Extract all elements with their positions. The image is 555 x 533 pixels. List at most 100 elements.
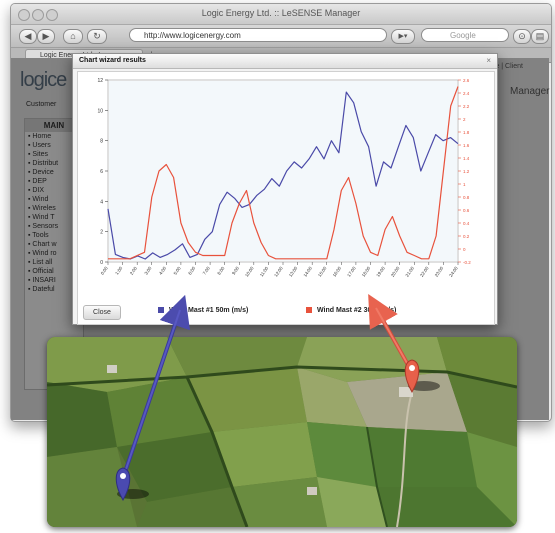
x-tick-label: 2:00 bbox=[129, 265, 138, 275]
sidebar-item[interactable]: ▪ Distribut bbox=[28, 160, 59, 167]
minimize-window-icon[interactable] bbox=[32, 9, 44, 21]
map-fields bbox=[47, 337, 517, 527]
dialog-title-text: Chart wizard results bbox=[79, 57, 146, 64]
y-tick-label: 10 bbox=[97, 108, 103, 114]
line-chart: 0 2 4 6 8 10 12 -0.2 0 0.2 0.4 0.6 0.8 1 1.2 1.4 1.6 1.8 2… bbox=[97, 78, 471, 278]
sidebar-item[interactable]: ▪ Tools bbox=[28, 232, 49, 239]
sidebar-item[interactable]: ▪ INSARI bbox=[28, 277, 56, 284]
menu-icon[interactable]: ▤ bbox=[531, 29, 549, 44]
legend-item-mast-1: Wind Mast #1 50m (m/s) bbox=[158, 307, 248, 314]
close-button[interactable]: Close bbox=[83, 305, 121, 320]
chart-wizard-dialog: Chart wizard results × 0 2 4 6 8 10 12 -0.2 0 0.2… bbox=[72, 53, 498, 325]
top-links[interactable]: ide | Client bbox=[490, 63, 523, 70]
y2-tick-label: 0 bbox=[463, 247, 466, 252]
manager-heading: Manager bbox=[510, 86, 550, 97]
y-tick-label: 0 bbox=[100, 260, 103, 266]
home-button[interactable]: ⌂ bbox=[63, 29, 83, 44]
window-title: Logic Energy Ltd. :: LeSENSE Manager bbox=[201, 8, 361, 18]
y2-tick-label: 1.6 bbox=[463, 143, 470, 148]
x-tick-label: 17:00 bbox=[346, 265, 357, 277]
reload-button[interactable]: ↻ bbox=[87, 29, 107, 44]
y2-tick-label: -0.2 bbox=[463, 260, 471, 265]
series-line-2 bbox=[108, 86, 459, 260]
address-bar[interactable]: http://www.logicenergy.com bbox=[129, 28, 387, 42]
y2-tick-label: 0.6 bbox=[463, 208, 470, 213]
zoom-window-icon[interactable] bbox=[46, 9, 58, 21]
rss-icon[interactable]: ▶▾ bbox=[391, 29, 415, 44]
y2-tick-label: 2.2 bbox=[463, 104, 470, 109]
sidebar-item[interactable]: ▪ Wireles bbox=[28, 205, 56, 212]
y2-tick-label: 0.4 bbox=[463, 221, 470, 226]
legend-label: Wind Mast #2 30m (m/s) bbox=[317, 307, 397, 314]
sidebar-title: MAIN bbox=[25, 119, 83, 132]
x-tick-label: 18:00 bbox=[361, 265, 372, 277]
y2-tick-label: 2.6 bbox=[463, 78, 470, 83]
x-tick-label: 13:00 bbox=[288, 265, 299, 277]
sidebar-item[interactable]: ▪ Chart w bbox=[28, 241, 57, 248]
x-tick-label: 8:00 bbox=[216, 265, 225, 275]
sidebar-item[interactable]: ▪ Dateful bbox=[28, 286, 55, 293]
x-tick-label: 23:00 bbox=[434, 265, 445, 277]
sidebar-item[interactable]: ▪ Official bbox=[28, 268, 54, 275]
x-tick-label: 5:00 bbox=[173, 265, 182, 275]
legend-swatch bbox=[158, 307, 164, 314]
close-window-icon[interactable] bbox=[18, 9, 30, 21]
aerial-map bbox=[47, 337, 517, 527]
sidebar-item[interactable]: ▪ DIX bbox=[28, 187, 45, 194]
sidebar-item[interactable]: ▪ Wind T bbox=[28, 214, 55, 221]
search-input[interactable]: Google bbox=[421, 28, 509, 42]
x-tick-label: 15:00 bbox=[317, 265, 328, 277]
x-tick-label: 19:00 bbox=[375, 265, 386, 277]
bookmark-icon[interactable]: ⊙ bbox=[513, 29, 531, 44]
y2-tick-label: 1.4 bbox=[463, 156, 470, 161]
y-tick-label: 12 bbox=[97, 78, 103, 84]
sidebar-item[interactable]: ▪ List all bbox=[28, 259, 53, 266]
y2-tick-label: 0.8 bbox=[463, 195, 470, 200]
x-tick-label: 9:00 bbox=[231, 265, 240, 275]
chart-area: 0 2 4 6 8 10 12 -0.2 0 0.2 0.4 0.6 0.8 1 1.2 1.4 1.6 1.8 2… bbox=[77, 71, 495, 325]
sidebar-item[interactable]: ▪ DEP bbox=[28, 178, 47, 185]
browser-toolbar: ◀ ▶ ⌂ ↻ http://www.logicenergy.com ▶▾ Go… bbox=[11, 25, 551, 48]
y-tick-label: 2 bbox=[100, 230, 103, 236]
sidebar-item[interactable]: ▪ Wind bbox=[28, 196, 49, 203]
y-tick-label: 8 bbox=[100, 139, 103, 145]
sidebar-item[interactable]: ▪ Sites bbox=[28, 151, 48, 158]
sidebar-item[interactable]: ▪ Users bbox=[28, 142, 51, 149]
customer-selector[interactable]: Customer bbox=[26, 101, 57, 108]
sidebar-item[interactable]: ▪ Wind ro bbox=[28, 250, 57, 257]
sidebar-item[interactable]: ▪ Home bbox=[28, 133, 52, 140]
plot-tint bbox=[109, 81, 457, 261]
site-logo: logice bbox=[20, 69, 67, 91]
x-tick-label: 3:00 bbox=[143, 265, 152, 275]
x-tick-label: 6:00 bbox=[187, 265, 196, 275]
x-tick-label: 10:00 bbox=[244, 265, 255, 277]
title-bar: Logic Energy Ltd. :: LeSENSE Manager bbox=[11, 4, 551, 25]
legend-label: Wind Mast #1 50m (m/s) bbox=[169, 307, 249, 314]
forward-button[interactable]: ▶ bbox=[37, 29, 55, 44]
x-tick-label: 4:00 bbox=[158, 265, 167, 275]
y2-tick-label: 1.8 bbox=[463, 130, 470, 135]
series-line-1 bbox=[107, 91, 459, 260]
sidebar-item[interactable]: ▪ Sensors bbox=[28, 223, 59, 230]
y2-tick-label: 0.2 bbox=[463, 234, 470, 239]
x-tick-label: 0:00 bbox=[100, 265, 109, 275]
y2-tick-label: 2 bbox=[463, 117, 466, 122]
y2-tick-label: 1.2 bbox=[463, 169, 470, 174]
x-tick-label: 21:00 bbox=[405, 265, 416, 277]
legend-swatch bbox=[306, 307, 312, 314]
close-icon[interactable]: × bbox=[486, 56, 491, 65]
x-tick-label: 14:00 bbox=[302, 265, 313, 277]
y2-tick-label: 2.4 bbox=[463, 91, 470, 96]
y2-tick-label: 1 bbox=[463, 182, 466, 187]
x-tick-label: 24:00 bbox=[448, 265, 459, 277]
x-tick-label: 22:00 bbox=[419, 265, 430, 277]
x-tick-label: 16:00 bbox=[332, 265, 343, 277]
x-tick-label: 12:00 bbox=[273, 265, 284, 277]
x-tick-label: 7:00 bbox=[202, 265, 211, 275]
legend-item-mast-2: Wind Mast #2 30m (m/s) bbox=[306, 307, 396, 314]
y-tick-label: 4 bbox=[100, 199, 103, 205]
back-button[interactable]: ◀ bbox=[19, 29, 37, 44]
x-tick-label: 11:00 bbox=[259, 265, 270, 277]
sidebar-item[interactable]: ▪ Device bbox=[28, 169, 54, 176]
x-tick-label: 1:00 bbox=[114, 265, 123, 275]
